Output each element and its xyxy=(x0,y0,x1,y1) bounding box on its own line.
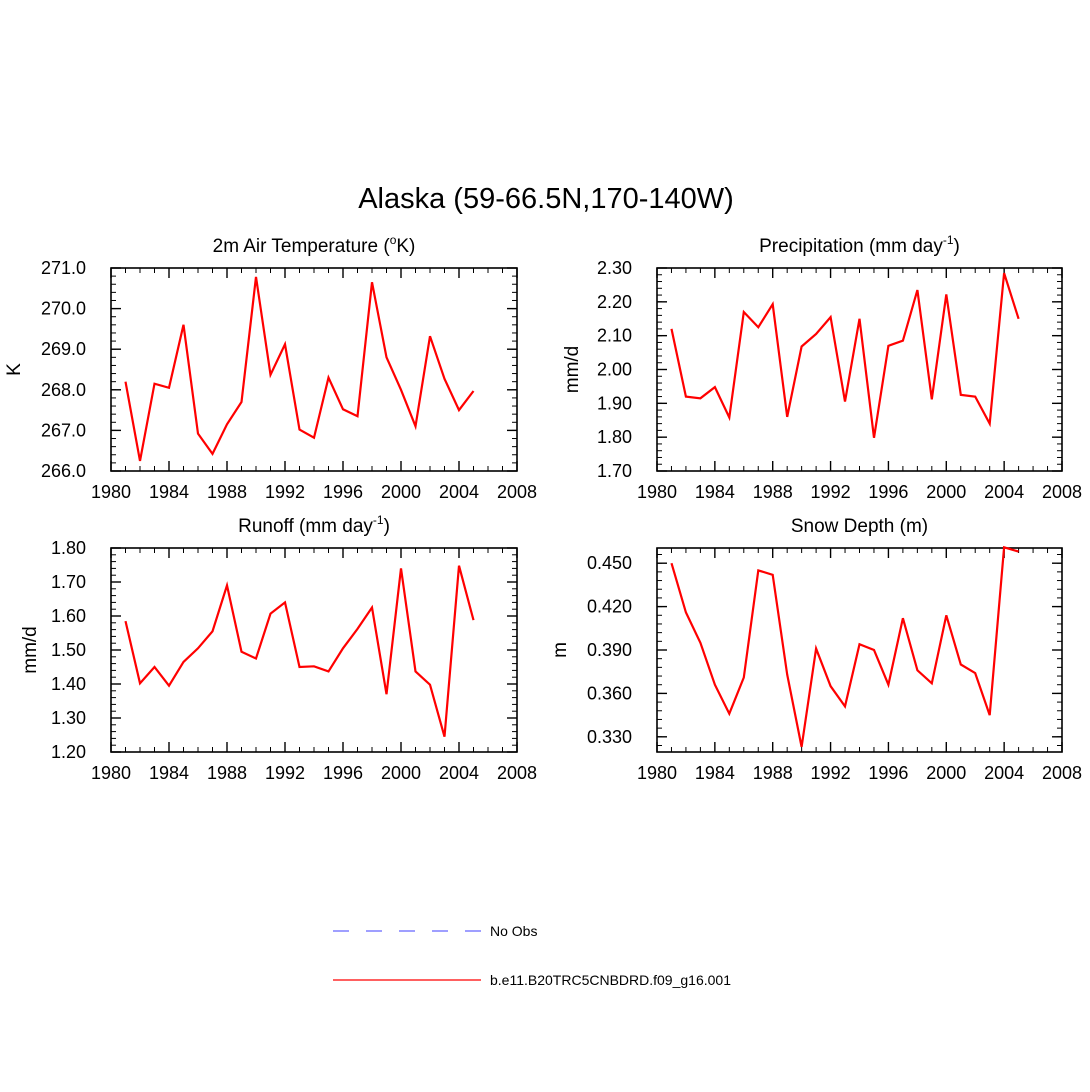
panel-4: 1980 1984 1988 1992 1996 2000 2004 2008 0.330 0.3… xyxy=(550,516,1082,783)
y-tick-label: 266.0 xyxy=(41,461,86,481)
y-axis-label: mm/d xyxy=(20,626,41,674)
y-tick-label: 1.90 xyxy=(597,393,632,413)
x-tick-label: 1980 xyxy=(637,763,677,783)
x-tick-label: 1980 xyxy=(91,763,131,783)
y-tick-label: 2.10 xyxy=(597,326,632,346)
y-tick-label: 1.80 xyxy=(597,427,632,447)
x-tick-label: 1992 xyxy=(811,763,851,783)
panel-title-suffix: K) xyxy=(396,236,415,257)
x-tick-label: 1980 xyxy=(91,482,131,502)
x-tick-label: 1984 xyxy=(149,482,189,502)
y-tick-label: 2.00 xyxy=(597,360,632,380)
panel-title-superscript: -1 xyxy=(373,513,384,527)
x-tick-label: 2008 xyxy=(1042,482,1082,502)
x-tick-label: 1992 xyxy=(811,482,851,502)
x-tick-label: 1996 xyxy=(323,763,363,783)
plot-frame xyxy=(110,267,518,472)
y-tick-label: 0.390 xyxy=(587,640,632,660)
y-tick-label: 1.70 xyxy=(51,572,86,592)
x-tick-label: 1988 xyxy=(207,482,247,502)
x-tick-label: 1996 xyxy=(868,482,908,502)
y-tick-label: 1.40 xyxy=(51,674,86,694)
x-tick-label: 2008 xyxy=(497,482,537,502)
panel-title: Snow Depth (m) xyxy=(791,516,928,537)
y-tick-label: 1.30 xyxy=(51,708,86,728)
y-tick-label: 268.0 xyxy=(41,380,86,400)
x-tick-label: 1984 xyxy=(149,763,189,783)
y-axis-label: K xyxy=(4,363,25,376)
x-tick-label: 1992 xyxy=(265,763,305,783)
main-title: Alaska (59-66.5N,170-140W) xyxy=(358,183,734,215)
legend-label: No Obs xyxy=(490,923,537,939)
plot-frame xyxy=(110,547,518,753)
series-line xyxy=(124,276,475,462)
x-tick-label: 2008 xyxy=(1042,763,1082,783)
panel-title-text: 2m Air Temperature ( xyxy=(213,236,391,257)
y-axis-label: mm/d xyxy=(562,346,583,394)
y-tick-label: 271.0 xyxy=(41,258,86,278)
x-tick-label: 1984 xyxy=(695,482,735,502)
x-tick-label: 2000 xyxy=(926,482,966,502)
x-tick-label: 1988 xyxy=(207,763,247,783)
y-tick-label: 267.0 xyxy=(41,420,86,440)
panel-title-suffix: ) xyxy=(954,236,960,257)
panel-title: Runoff (mm day-1) xyxy=(238,513,390,537)
y-tick-label: 1.60 xyxy=(51,606,86,626)
panel-title-suffix: ) xyxy=(384,516,390,537)
x-tick-label: 1992 xyxy=(265,482,305,502)
series-line xyxy=(670,272,1020,438)
x-tick-label: 2004 xyxy=(439,482,479,502)
panel-title-superscript: o xyxy=(390,233,397,247)
x-tick-label: 1984 xyxy=(695,763,735,783)
panel-title: 2m Air Temperature (oK) xyxy=(213,233,416,257)
y-tick-label: 1.70 xyxy=(597,461,632,481)
x-tick-label: 2000 xyxy=(926,763,966,783)
x-tick-label: 1996 xyxy=(868,763,908,783)
y-tick-label: 270.0 xyxy=(41,299,86,319)
panel-title-text: Runoff (mm day xyxy=(238,516,373,537)
x-tick-label: 1996 xyxy=(323,482,363,502)
y-tick-label: 0.360 xyxy=(587,683,632,703)
y-tick-label: 269.0 xyxy=(41,339,86,359)
x-tick-label: 1988 xyxy=(753,763,793,783)
x-tick-label: 1980 xyxy=(637,482,677,502)
series-line xyxy=(670,545,1019,748)
y-tick-label: 1.20 xyxy=(51,742,86,762)
panel-title-text: Precipitation (mm day xyxy=(759,236,943,257)
x-tick-label: 2008 xyxy=(497,763,537,783)
x-tick-label: 2004 xyxy=(984,763,1024,783)
y-tick-label: 1.50 xyxy=(51,640,86,660)
panel-title-text: Snow Depth (m) xyxy=(791,516,928,537)
x-tick-label: 2000 xyxy=(381,763,421,783)
x-tick-label: 2004 xyxy=(439,763,479,783)
panel-title: Precipitation (mm day-1) xyxy=(759,233,960,257)
panel-title-superscript: -1 xyxy=(943,233,954,247)
y-axis-label: m xyxy=(550,642,571,658)
x-tick-label: 1988 xyxy=(753,482,793,502)
x-tick-label: 2000 xyxy=(381,482,421,502)
y-tick-label: 2.20 xyxy=(597,292,632,312)
series-line xyxy=(124,565,475,737)
panel-1: 1980 1984 1988 1992 1996 2000 2004 2008 266.0 267… xyxy=(4,233,537,502)
legend-label: b.e11.B20TRC5CNBDRD.f09_g16.001 xyxy=(490,972,731,988)
y-tick-label: 0.420 xyxy=(587,597,632,617)
panel-3: 1980 1984 1988 1992 1996 2000 2004 2008 1.20 1.30… xyxy=(20,513,537,783)
legend: No Obs b.e11.B20TRC5CNBDRD.f09_g16.001 xyxy=(333,923,731,988)
y-tick-label: 0.450 xyxy=(587,553,632,573)
x-tick-label: 2004 xyxy=(984,482,1024,502)
y-tick-label: 1.80 xyxy=(51,538,86,558)
panel-2: 1980 1984 1988 1992 1996 2000 2004 2008 1.70 1.80… xyxy=(562,233,1082,502)
y-tick-label: 0.330 xyxy=(587,727,632,747)
y-tick-label: 2.30 xyxy=(597,258,632,278)
panels: 1980 1984 1988 1992 1996 2000 2004 2008 266.0 267… xyxy=(4,233,1082,783)
